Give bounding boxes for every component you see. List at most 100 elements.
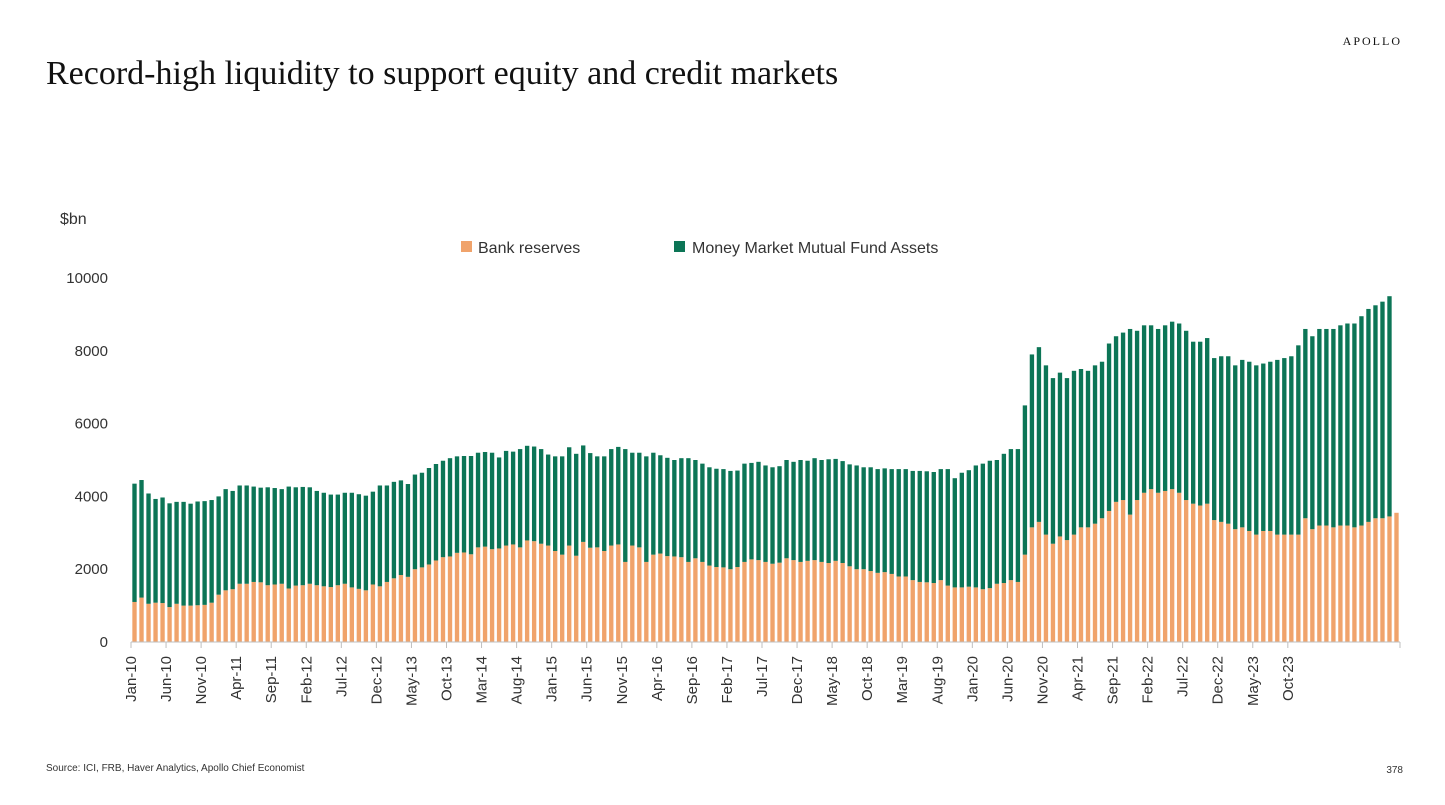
x-tick-label: Jan-15 (544, 656, 561, 702)
bar-mmf-assets (567, 447, 572, 546)
bar-mmf-assets (1106, 343, 1112, 511)
bar-mmf-assets (1036, 347, 1042, 522)
bar-bank-reserves (588, 547, 593, 642)
bar-mmf-assets (1240, 359, 1245, 528)
bar-bank-reserves (230, 589, 235, 642)
bar-bank-reserves (370, 584, 376, 642)
bar-bank-reserves (503, 545, 509, 642)
bar-mmf-assets (686, 458, 691, 562)
bar-bank-reserves (1331, 527, 1336, 642)
x-tick-label: Aug-19 (929, 656, 946, 704)
x-tick-label: Dec-17 (789, 656, 806, 704)
bar-mmf-assets (742, 463, 747, 562)
bar-mmf-assets (1085, 370, 1091, 528)
bar-bank-reserves (994, 583, 1000, 642)
bar-bank-reserves (1183, 500, 1189, 642)
bar-bank-reserves (461, 552, 467, 642)
bar-mmf-assets (314, 490, 319, 586)
bar-bank-reserves (468, 554, 474, 642)
bar-bank-reserves (700, 561, 705, 642)
bar-mmf-assets (237, 485, 242, 584)
bar-mmf-assets (1169, 321, 1175, 490)
bar-mmf-assets (216, 496, 221, 595)
bar-bank-reserves (489, 549, 495, 642)
bar-bank-reserves (300, 585, 305, 642)
bar-mmf-assets (651, 452, 656, 555)
bar-bank-reserves (1022, 554, 1028, 642)
bar-bank-reserves (363, 590, 369, 642)
bar-mmf-assets (1352, 323, 1357, 528)
bar-bank-reserves (146, 603, 151, 642)
bar-bank-reserves (181, 605, 186, 642)
bar-mmf-assets (1022, 405, 1028, 555)
page-title: Record-high liquidity to support equity … (46, 55, 839, 92)
bar-bank-reserves (307, 583, 312, 642)
bar-bank-reserves (531, 541, 537, 642)
bar-bank-reserves (1296, 534, 1301, 642)
bar-bank-reserves (1268, 530, 1273, 642)
bar-bank-reserves (1198, 505, 1203, 642)
bar-mmf-assets (209, 500, 214, 603)
bar-mmf-assets (777, 466, 782, 563)
bar-bank-reserves (321, 586, 326, 642)
bar-bank-reserves (952, 587, 957, 642)
bar-bank-reserves (637, 547, 642, 642)
bar-bank-reserves (1085, 527, 1091, 642)
bar-mmf-assets (959, 472, 964, 588)
bar-bank-reserves (1289, 534, 1294, 642)
bar-mmf-assets (903, 469, 908, 577)
bar-mmf-assets (658, 455, 663, 554)
bar-bank-reserves (335, 585, 340, 642)
bar-bank-reserves (798, 561, 803, 642)
bar-bank-reserves (209, 602, 214, 642)
bar-mmf-assets (286, 486, 291, 589)
bar-mmf-assets (419, 472, 425, 568)
bar-mmf-assets (1317, 328, 1322, 526)
bar-mmf-assets (756, 461, 761, 561)
x-tick-label: Sep-11 (263, 656, 280, 703)
bar-mmf-assets (889, 469, 894, 574)
bar-mmf-assets (805, 460, 810, 561)
x-tick-label: Nov-15 (614, 656, 631, 704)
x-tick-label: Feb-12 (298, 656, 315, 704)
bar-mmf-assets (426, 468, 432, 565)
bar-bank-reserves (433, 560, 439, 642)
bar-bank-reserves (1205, 503, 1210, 642)
bar-bank-reserves (356, 588, 362, 642)
bar-mmf-assets (321, 492, 326, 587)
bar-mmf-assets (833, 458, 838, 561)
bar-bank-reserves (1176, 492, 1182, 642)
bar-bank-reserves (1317, 525, 1322, 642)
bar-bank-reserves (707, 565, 712, 642)
bar-bank-reserves (1212, 520, 1217, 642)
bar-bank-reserves (405, 576, 411, 642)
bar-bank-reserves (482, 546, 488, 642)
bar-mmf-assets (973, 465, 979, 588)
y-tick-label: 2000 (75, 561, 108, 578)
bar-mmf-assets (1064, 378, 1070, 541)
bar-bank-reserves (1043, 534, 1049, 642)
bar-bank-reserves (1345, 525, 1350, 642)
bar-mmf-assets (868, 467, 873, 572)
bar-bank-reserves (132, 601, 137, 642)
bar-mmf-assets (1205, 338, 1210, 504)
bar-bank-reserves (889, 573, 894, 642)
bar-bank-reserves (966, 586, 971, 642)
bar-bank-reserves (896, 576, 901, 642)
bar-mmf-assets (468, 456, 474, 555)
bar-mmf-assets (945, 469, 950, 586)
bar-bank-reserves (293, 585, 298, 642)
bar-mmf-assets (1387, 296, 1392, 517)
bar-bank-reserves (349, 587, 355, 642)
x-tick-label: Sep-21 (1105, 656, 1122, 704)
bar-mmf-assets (545, 454, 551, 546)
bar-bank-reserves (791, 560, 796, 642)
bar-mmf-assets (1148, 325, 1154, 490)
bar-mmf-assets (531, 446, 537, 542)
x-tick-label: Dec-12 (368, 656, 385, 704)
bar-bank-reserves (1169, 489, 1175, 642)
bar-bank-reserves (833, 560, 838, 642)
y-tick-label: 0 (100, 634, 108, 651)
bar-mmf-assets (798, 460, 803, 562)
bar-mmf-assets (826, 459, 831, 564)
